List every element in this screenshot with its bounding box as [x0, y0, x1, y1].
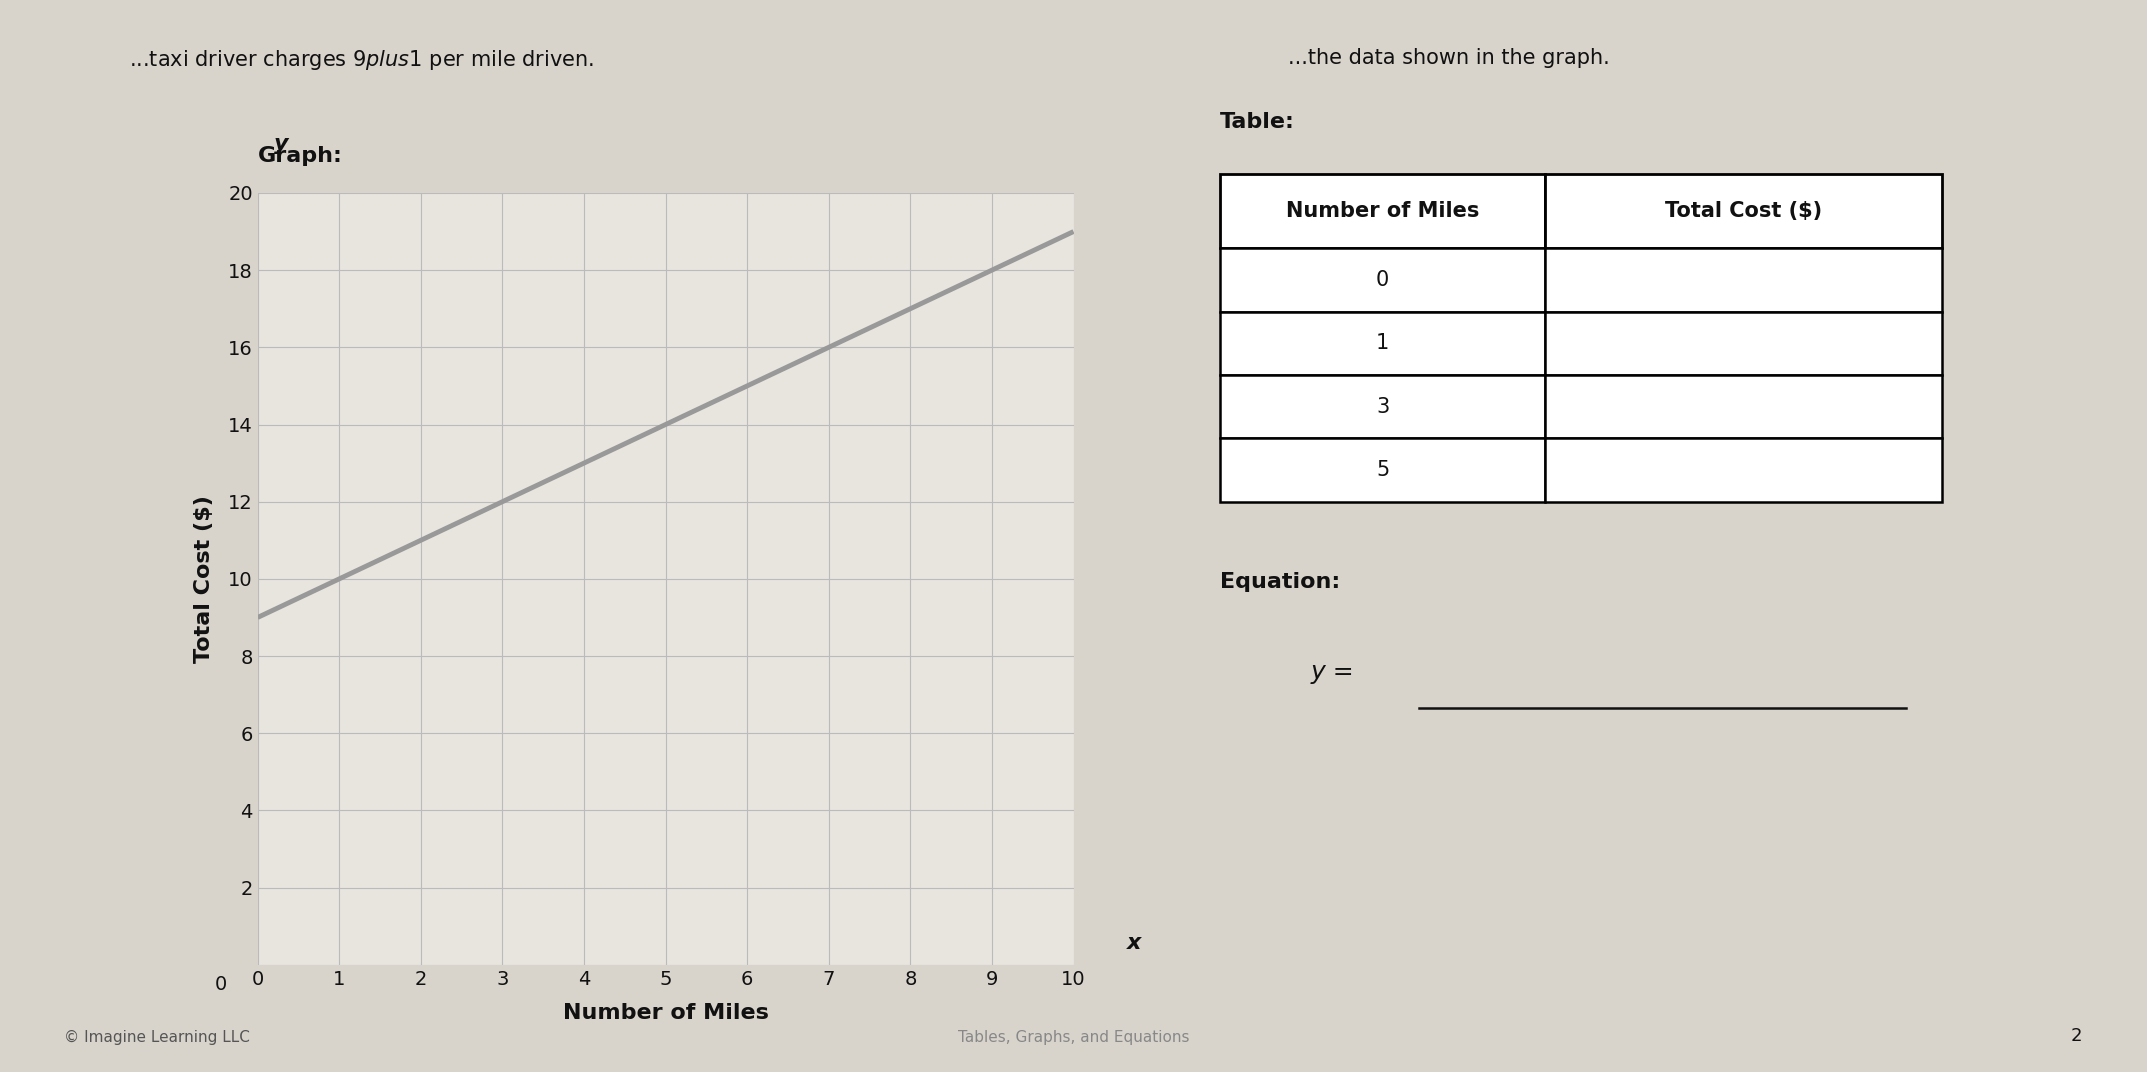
Bar [1219, 375, 1546, 438]
Text: Number of Miles: Number of Miles [1286, 202, 1479, 221]
Text: ...the data shown in the graph.: ...the data shown in the graph. [1288, 48, 1610, 69]
Text: 1: 1 [1376, 333, 1389, 354]
Text: y =: y = [1310, 659, 1355, 684]
Bar [1546, 375, 1941, 438]
Text: 0: 0 [1376, 270, 1389, 291]
Text: Table:: Table: [1219, 113, 1295, 132]
Bar [1219, 312, 1546, 375]
Text: Total Cost ($): Total Cost ($) [1664, 202, 1823, 221]
Bar [1546, 174, 1941, 249]
Text: y: y [275, 134, 288, 154]
Text: 5: 5 [1376, 460, 1389, 480]
Text: © Imagine Learning LLC: © Imagine Learning LLC [64, 1030, 251, 1045]
Bar [1546, 249, 1941, 312]
Bar [1219, 438, 1546, 502]
Text: x: x [1127, 934, 1140, 953]
Text: Graph:: Graph: [258, 146, 344, 166]
Text: 2: 2 [2072, 1027, 2083, 1045]
Bar [1546, 438, 1941, 502]
Text: Equation:: Equation: [1219, 571, 1340, 592]
Text: 0: 0 [215, 974, 228, 994]
Text: ...taxi driver charges $9 plus $1 per mile driven.: ...taxi driver charges $9 plus $1 per mi… [129, 48, 595, 72]
Text: 3: 3 [1376, 397, 1389, 417]
Bar [1546, 312, 1941, 375]
X-axis label: Number of Miles: Number of Miles [563, 1002, 769, 1023]
Bar [1219, 249, 1546, 312]
Y-axis label: Total Cost ($): Total Cost ($) [193, 495, 215, 662]
Bar [1219, 174, 1546, 249]
Text: Tables, Graphs, and Equations: Tables, Graphs, and Equations [958, 1030, 1189, 1045]
